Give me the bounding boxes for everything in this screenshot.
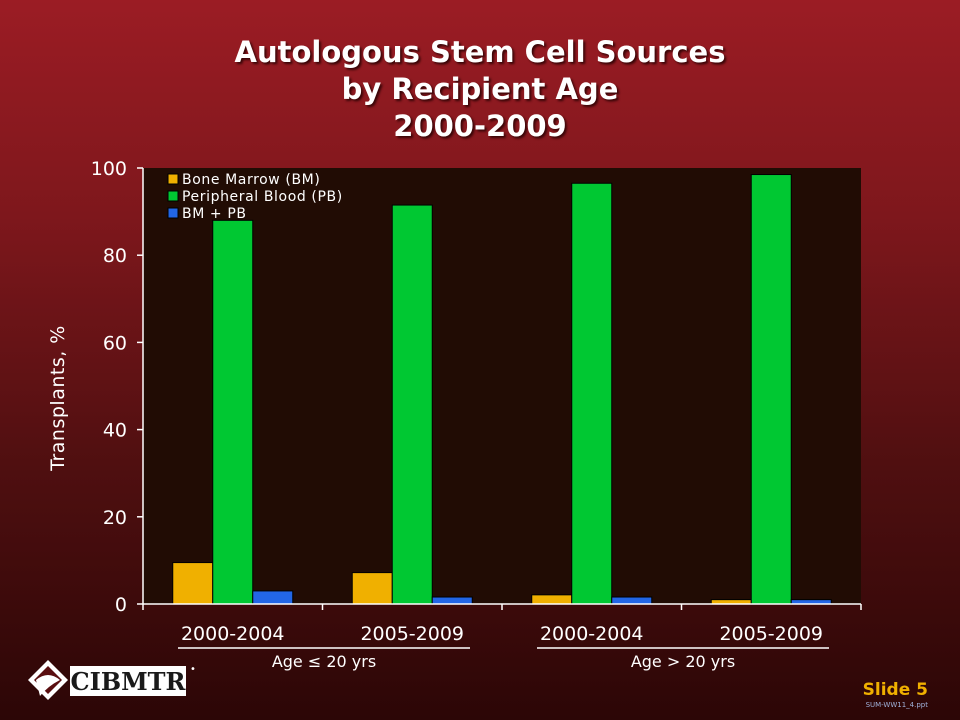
bar-1-1 [391, 204, 433, 605]
y-tick-label-0: 0 [115, 594, 127, 616]
svg-text:•: • [190, 664, 196, 675]
bar-1-2 [571, 182, 613, 605]
title-line-2: by Recipient Age [341, 72, 619, 106]
legend-swatch-0 [167, 173, 179, 185]
x-category-label-0: 2000-2004 [181, 623, 285, 645]
bar-0-0 [172, 562, 214, 605]
cibmtr-logo: CIBMTR • [28, 660, 196, 700]
y-tick-label-5: 100 [91, 158, 127, 180]
legend-swatch-2 [167, 207, 179, 219]
chart-title: Autologous Stem Cell Sources by Recipien… [0, 34, 960, 145]
y-ticks-layer: 0 20 40 60 80 100 [91, 158, 143, 616]
x-category-label-3: 2005-2009 [719, 623, 823, 645]
legend-label-1: Peripheral Blood (PB) [182, 189, 343, 205]
group-label-0: Age ≤ 20 yrs [272, 652, 376, 671]
y-axis-label: Transplants, % [47, 325, 69, 471]
y-tick-label-2: 40 [103, 420, 127, 442]
bar-0-2 [531, 594, 573, 605]
logo-diamond-icon [28, 660, 68, 700]
legend-label-2: BM + PB [182, 206, 247, 222]
bar-1-0 [212, 219, 254, 605]
bar-2-1 [431, 596, 473, 605]
bars-layer [172, 174, 832, 605]
bar-2-0 [252, 590, 294, 605]
title-line-3: 2000-2009 [393, 109, 567, 143]
slide-code: SUM-WW11_4.ppt [865, 701, 928, 709]
x-category-label-1: 2005-2009 [360, 623, 464, 645]
y-tick-label-4: 80 [103, 245, 127, 267]
y-tick-label-3: 60 [103, 332, 127, 354]
legend: Bone Marrow (BM)Peripheral Blood (PB)BM … [167, 172, 343, 222]
bar-2-2 [611, 596, 653, 605]
logo-text: CIBMTR [71, 667, 187, 696]
bar-0-1 [351, 572, 393, 605]
legend-swatch-1 [167, 190, 179, 202]
slide-number: Slide 5 [862, 680, 928, 700]
x-categories-layer: 2000-2004 2005-2009 2000-2004 2005-2009 [181, 623, 823, 645]
bar-1-3 [750, 174, 792, 605]
group-label-1: Age > 20 yrs [631, 652, 735, 671]
y-tick-label-1: 20 [103, 507, 127, 529]
x-category-label-2: 2000-2004 [540, 623, 644, 645]
plot-area [143, 168, 861, 604]
x-groups-layer: Age ≤ 20 yrs Age > 20 yrs [178, 647, 829, 671]
axes-layer [142, 168, 862, 610]
legend-label-0: Bone Marrow (BM) [182, 172, 320, 188]
title-line-1: Autologous Stem Cell Sources [234, 35, 726, 69]
